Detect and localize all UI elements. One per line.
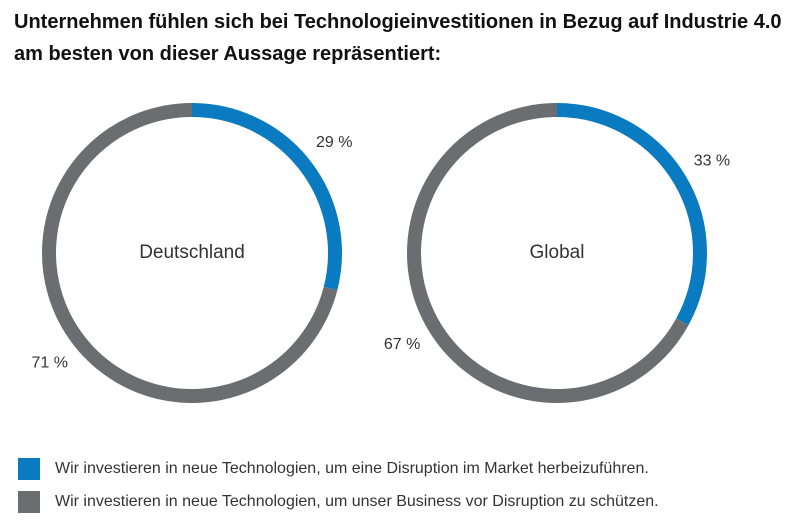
donut-segment bbox=[191, 103, 342, 291]
legend-swatch bbox=[18, 458, 40, 480]
donut-segment bbox=[407, 103, 689, 403]
donut-segment bbox=[556, 103, 707, 326]
legend-swatch bbox=[18, 491, 40, 513]
value-label: 71 % bbox=[32, 355, 68, 372]
value-label: 29 % bbox=[316, 134, 352, 151]
donut-center-label: Global bbox=[530, 242, 585, 263]
donut-center-label: Deutschland bbox=[139, 242, 245, 263]
value-label: 67 % bbox=[384, 336, 420, 353]
legend-label: Wir investieren in neue Technologien, um… bbox=[55, 460, 649, 477]
legend-label: Wir investieren in neue Technologien, um… bbox=[55, 493, 659, 510]
value-label: 33 % bbox=[694, 153, 730, 170]
chart-title: Unternehmen fühlen sich bei Technologiei… bbox=[14, 11, 782, 65]
donut-segment bbox=[42, 103, 338, 403]
